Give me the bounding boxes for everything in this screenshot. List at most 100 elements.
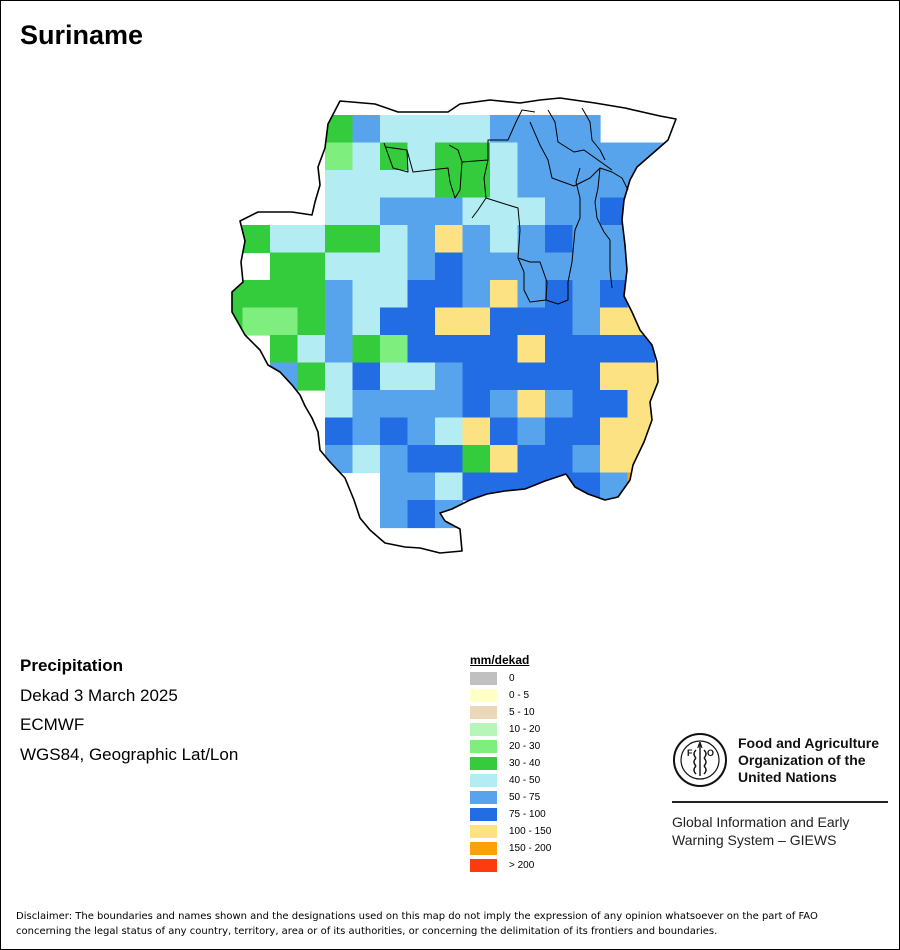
grid-cell [600,445,629,474]
grid-cell [407,390,436,419]
logo-divider [672,801,888,803]
legend-item: 50 - 75 [470,789,551,806]
grid-cell [407,142,436,171]
legend-label: 30 - 40 [509,758,541,769]
grid-cell [683,418,711,446]
grid-cell [600,390,629,419]
grid-cell [490,142,519,171]
grid-cell [545,197,574,226]
grid-cell [297,362,326,391]
grid-cell [325,307,354,336]
grid-cell [655,335,676,364]
legend-swatch [470,757,497,770]
precipitation-grid [232,115,738,529]
grid-cell [352,170,381,199]
grid-cell [435,115,464,144]
grid-cell [462,335,491,364]
grid-cell [407,417,436,446]
grid-cell [517,362,546,391]
grid-cell [545,115,574,144]
legend-label: 100 - 150 [509,826,552,837]
grid-cell [435,142,464,171]
grid-cell [325,390,354,419]
grid-cell [325,115,354,144]
grid-cell [572,390,601,419]
grid-cell [517,225,546,254]
grid-cell [545,225,574,254]
grid-cell [600,170,629,199]
grid-cell [232,225,244,254]
grid-cell [627,362,656,391]
grid-cell [655,417,676,446]
grid-cell [462,225,491,254]
grid-cell [627,252,656,281]
org-name-line2: Organization of the [738,752,866,768]
grid-cell [242,280,271,309]
grid-cell [517,417,546,446]
grid-cell [380,390,409,419]
giews-name: Global Information and Early Warning Sys… [672,813,849,849]
grid-cell [352,142,381,171]
source-label: ECMWF [20,715,85,734]
legend-label: 5 - 10 [509,707,535,718]
grid-cell [627,472,656,501]
legend-label: 150 - 200 [509,843,552,854]
grid-cell [710,115,738,143]
grid-cell [627,142,656,171]
grid-cell [462,142,491,171]
grid-cell [352,335,381,364]
legend-item: 10 - 20 [470,721,551,738]
grid-cell [297,280,326,309]
grid-cell [572,252,601,281]
org-name: Food and Agriculture Organization of the… [738,735,879,786]
district-boundaries [383,107,629,305]
variable-label: Precipitation [20,656,123,675]
legend-item: 0 [470,670,551,687]
legend-label: 50 - 75 [509,792,541,803]
grid-cell [517,280,546,309]
grid-cell [462,252,491,281]
grid-cell [490,197,519,226]
grid-cell [407,307,436,336]
disclaimer: Disclaimer: The boundaries and names sho… [16,909,886,939]
grid-cell [325,252,354,281]
grid-cell [435,445,464,474]
grid-cell [462,417,491,446]
grid-cell [242,225,271,254]
legend-swatch [470,706,497,719]
grid-cell [545,445,574,474]
grid-cell [435,252,464,281]
grid-cell [380,500,409,529]
country-boundary [231,97,677,554]
grid-cell [545,390,574,419]
grid-cell [380,197,409,226]
legend-label: 0 [509,673,515,684]
legend-items: 0 0 - 5 5 - 10 10 - 20 20 - 30 30 - 40 40 - 50… [470,670,551,874]
grid-cell [242,307,271,336]
grid-cell [380,472,409,501]
grid-cell [600,252,629,281]
grid-cell [325,335,354,364]
grid-cell [297,252,326,281]
legend-label: > 200 [509,860,535,871]
grid-cell [352,445,381,474]
grid-cell [490,170,519,199]
grid-cell [655,197,676,226]
legend-label: 40 - 50 [509,775,541,786]
grid-cell [407,472,436,501]
legend-swatch [470,672,497,685]
legend-item: 5 - 10 [470,704,551,721]
grid-cell [600,417,629,446]
grid-cell [435,417,464,446]
grid-cell [352,280,381,309]
grid-cell [517,445,546,474]
grid-cell [490,252,519,281]
projection-label: WGS84, Geographic Lat/Lon [20,744,239,764]
giews-line2: Warning System – GIEWS [672,832,837,848]
grid-cell [462,445,491,474]
grid-cell [297,307,326,336]
grid-cell [380,115,409,144]
grid-cell [352,252,381,281]
grid-cell [627,280,656,309]
grid-cell [270,307,299,336]
